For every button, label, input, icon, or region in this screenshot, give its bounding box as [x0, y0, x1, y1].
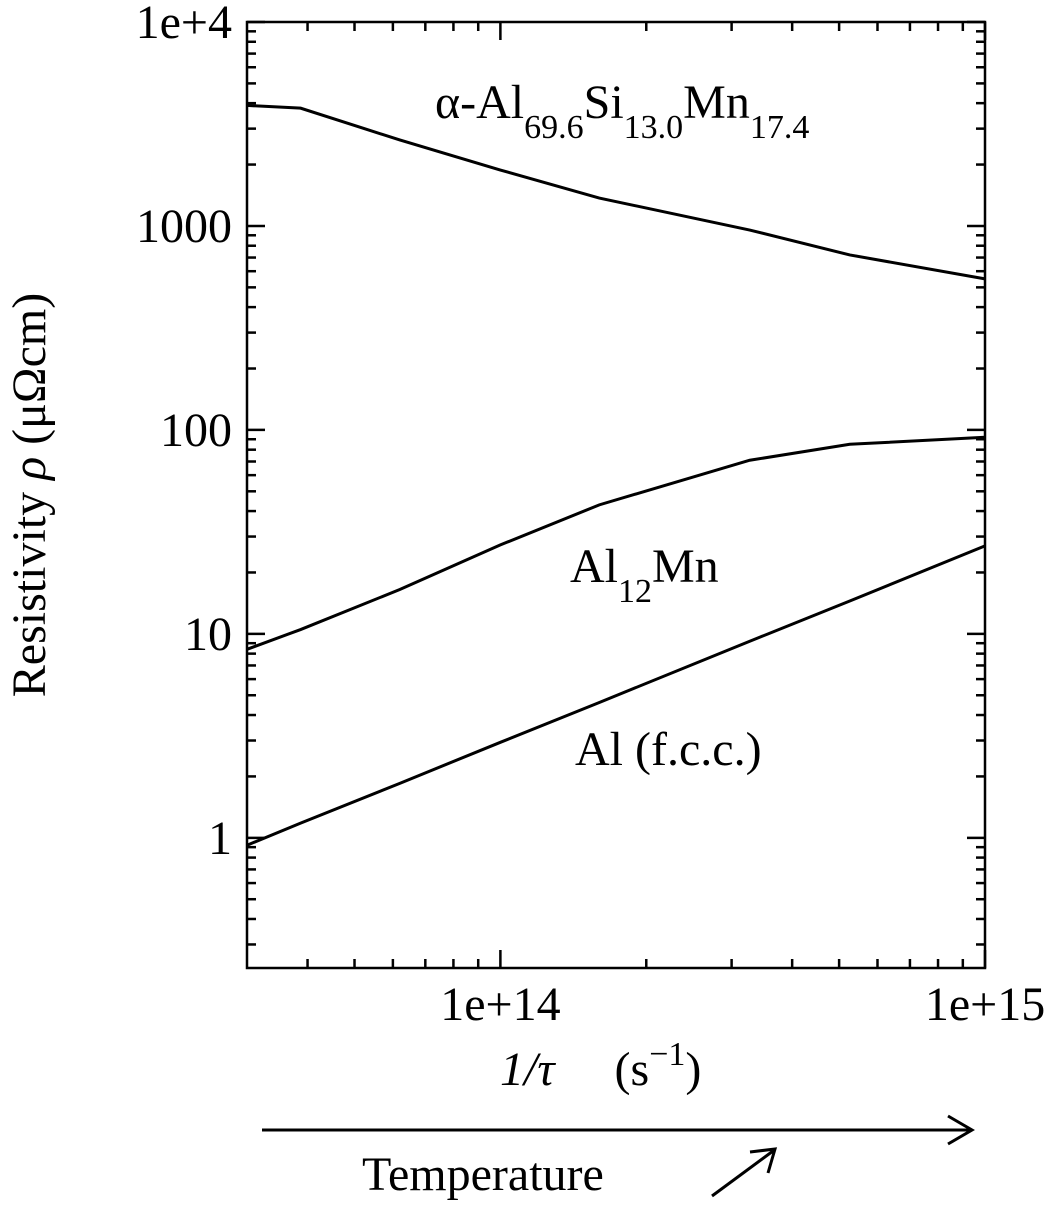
x-axis-label-part: (s — [615, 1043, 650, 1096]
arrow — [711, 1149, 774, 1198]
x-tick-label: 1e+14 — [440, 978, 560, 1031]
y-axis-label: Resistivity ρ (μΩcm) — [3, 293, 56, 697]
plot-frame — [245, 20, 987, 970]
series-label-part: Si — [584, 76, 624, 129]
series-label-part: α-Al — [435, 76, 524, 129]
x-axis-label-part: −1 — [649, 1036, 685, 1073]
series-line — [246, 435, 986, 651]
arrow-head — [749, 1147, 778, 1174]
x-axis-label-part: 1/τ — [500, 1043, 556, 1096]
series-line — [246, 103, 986, 281]
y-tick-label: 1e+4 — [136, 0, 232, 49]
series-label-part: Al (f.c.c.) — [575, 723, 762, 776]
y-tick-label: 100 — [160, 404, 232, 457]
y-tick-label: 1 — [208, 812, 232, 865]
series-label-part: 12 — [618, 573, 652, 610]
series-label-part: 17.4 — [750, 109, 810, 146]
y-tick-label: 1000 — [136, 200, 232, 253]
annotation: Temperature — [362, 1148, 604, 1201]
series-label-part: Mn — [683, 76, 750, 129]
arrows — [262, 1114, 975, 1198]
y-axis-label-part: (μΩcm) — [3, 293, 56, 457]
series-label-part: Al — [570, 540, 618, 593]
series-label: α-Al69.6Si13.0Mn17.4 — [435, 76, 809, 146]
y-tick-label: 10 — [184, 608, 232, 661]
arrow-head — [947, 1114, 975, 1146]
y-axis-label-part: Resistivity — [3, 480, 56, 697]
y-axis-label-part: ρ — [3, 457, 56, 482]
series-label-part: Mn — [652, 540, 719, 593]
series-line — [246, 544, 986, 847]
series-label-part: 13.0 — [624, 109, 684, 146]
x-axis-label: 1/τ (s−1) — [500, 1036, 701, 1096]
series-label: Al (f.c.c.) — [575, 723, 762, 776]
x-axis-label-part: ) — [685, 1043, 701, 1096]
series-label-part: 69.6 — [524, 109, 584, 146]
series-label: Al12Mn — [570, 540, 719, 610]
x-tick-label: 1e+15 — [925, 978, 1045, 1031]
